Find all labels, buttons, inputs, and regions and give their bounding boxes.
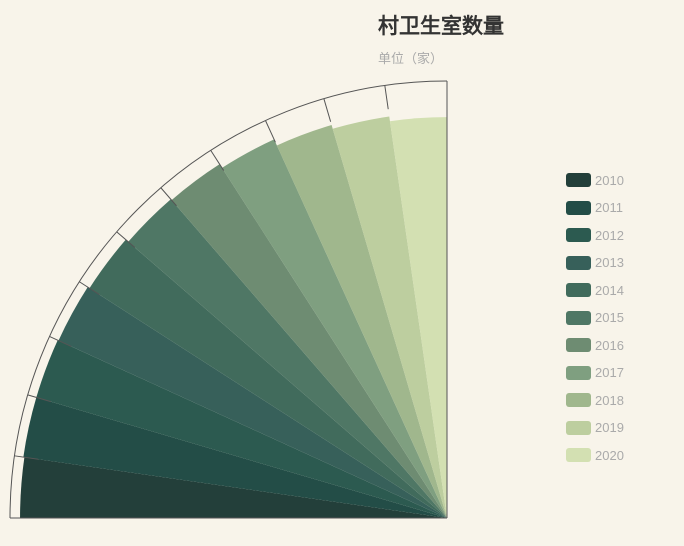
legend-swatch: [566, 283, 591, 297]
legend-swatch: [566, 393, 591, 407]
legend-item-2012[interactable]: 2012: [566, 226, 624, 244]
angle-axis-arc: [9, 80, 448, 519]
axis-tick: [79, 281, 100, 296]
sector-2013[interactable]: [58, 287, 448, 518]
sector-2012[interactable]: [36, 340, 448, 518]
legend-item-2019[interactable]: 2019: [566, 419, 624, 437]
legend-swatch: [566, 255, 591, 270]
legend-label: 2013: [595, 255, 624, 270]
legend-label: 2020: [595, 447, 624, 463]
legend-label: 2012: [595, 227, 624, 243]
sector-2017[interactable]: [221, 139, 447, 519]
axis-tick: [49, 336, 72, 347]
legend-swatch: [566, 365, 591, 380]
axis-tick: [384, 85, 389, 110]
legend-item-2013[interactable]: 2013: [566, 254, 624, 272]
legend-label: 2017: [595, 365, 624, 380]
sector-2015[interactable]: [128, 199, 447, 518]
sector-2016[interactable]: [171, 164, 447, 519]
legend-label: 2015: [595, 310, 624, 325]
legend-item-2015[interactable]: 2015: [566, 309, 624, 327]
axis-tick: [160, 187, 177, 207]
angle-axis: [9, 80, 448, 519]
legend-swatch: [566, 420, 591, 435]
axis-tick: [116, 231, 136, 248]
legend-label: 2011: [595, 200, 623, 215]
legend-item-2020[interactable]: 2020: [566, 446, 624, 464]
legend: 2010 2011 2012 2013 2014 2015 2016 2017 2018 2019…: [566, 171, 624, 474]
legend-swatch: [566, 200, 591, 215]
chart-sectors: [20, 116, 448, 519]
legend-item-2010[interactable]: 2010: [566, 171, 624, 189]
legend-swatch: [566, 338, 591, 352]
axis-tick: [27, 394, 51, 403]
legend-label: 2018: [595, 392, 624, 408]
legend-swatch: [566, 173, 591, 187]
axis-tick: [14, 455, 39, 460]
legend-item-2016[interactable]: 2016: [566, 336, 624, 354]
chart-subtitle: 单位（家）: [378, 52, 444, 67]
sector-2011[interactable]: [23, 397, 448, 518]
sector-2019[interactable]: [332, 116, 447, 518]
legend-label: 2014: [595, 282, 624, 298]
legend-swatch: [566, 310, 591, 325]
axis-tick: [265, 120, 276, 143]
sector-2010[interactable]: [20, 457, 447, 518]
chart-title: 村卫生室数量: [378, 14, 504, 38]
legend-label: 2016: [595, 337, 624, 353]
legend-swatch: [566, 228, 591, 242]
legend-label: 2019: [595, 420, 624, 435]
sector-2014[interactable]: [89, 239, 447, 519]
legend-swatch: [566, 448, 591, 462]
sector-2020[interactable]: [389, 117, 447, 519]
legend-item-2014[interactable]: 2014: [566, 281, 624, 299]
sector-2018[interactable]: [276, 125, 447, 518]
legend-label: 2010: [595, 172, 624, 188]
legend-item-2011[interactable]: 2011: [566, 199, 624, 217]
legend-item-2017[interactable]: 2017: [566, 364, 624, 382]
axis-tick: [323, 98, 332, 122]
axis-tick: [210, 150, 225, 171]
legend-item-2018[interactable]: 2018: [566, 391, 624, 409]
